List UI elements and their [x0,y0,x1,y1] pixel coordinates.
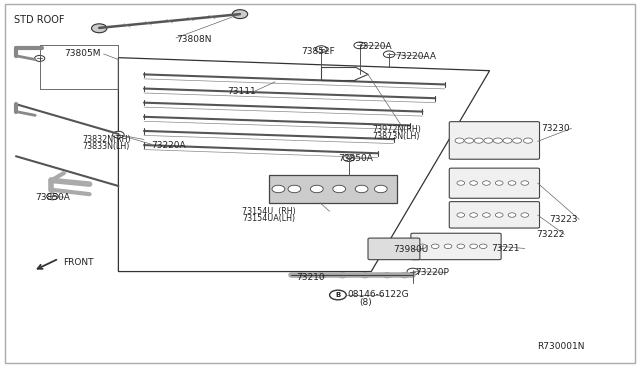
Text: 73833N(LH): 73833N(LH) [82,142,129,151]
Text: 73210: 73210 [296,273,325,282]
Circle shape [474,138,483,143]
Circle shape [338,273,347,278]
FancyBboxPatch shape [449,168,540,198]
Text: 73850A: 73850A [35,193,70,202]
Circle shape [513,138,522,143]
Circle shape [288,185,301,193]
Circle shape [493,138,502,143]
Text: 73972N(RH): 73972N(RH) [372,125,421,134]
Bar [269,175,397,203]
Circle shape [383,273,392,278]
Circle shape [508,213,516,217]
Text: 08146-6122G: 08146-6122G [348,291,409,299]
FancyBboxPatch shape [411,233,501,260]
Circle shape [355,185,368,193]
Circle shape [457,181,465,185]
Circle shape [92,24,107,33]
Text: 73221: 73221 [492,244,520,253]
Circle shape [354,42,365,49]
Circle shape [444,244,452,248]
Circle shape [484,138,493,143]
Text: 73220P: 73220P [415,268,449,277]
Circle shape [508,181,516,185]
Text: 73222: 73222 [536,230,564,239]
Text: 73220AA: 73220AA [395,52,436,61]
Circle shape [455,138,464,143]
Circle shape [470,244,477,248]
Text: 73873N(LH): 73873N(LH) [372,132,420,141]
Circle shape [310,185,323,193]
Text: 73220A: 73220A [357,42,392,51]
FancyBboxPatch shape [449,202,540,228]
Circle shape [333,185,346,193]
Circle shape [521,181,529,185]
Text: 73111: 73111 [227,87,256,96]
Text: 73230: 73230 [541,124,570,133]
Circle shape [479,244,487,248]
Circle shape [232,10,248,19]
Circle shape [383,51,395,58]
Circle shape [495,181,503,185]
Circle shape [400,273,409,278]
Circle shape [374,185,387,193]
Polygon shape [118,58,490,272]
Circle shape [343,155,355,161]
Circle shape [316,273,324,278]
Text: 73832N(RH): 73832N(RH) [82,135,131,144]
Circle shape [47,193,58,200]
Circle shape [483,213,490,217]
Text: R730001N: R730001N [538,342,585,351]
Text: 73852F: 73852F [301,47,335,56]
Text: B: B [335,292,340,298]
Circle shape [495,213,503,217]
Text: 73805M: 73805M [64,49,100,58]
Circle shape [296,273,305,278]
Text: STD ROOF: STD ROOF [14,16,65,25]
Circle shape [330,290,346,300]
FancyBboxPatch shape [449,122,540,159]
Circle shape [316,46,327,52]
Circle shape [524,138,532,143]
Circle shape [35,55,45,61]
Circle shape [407,268,419,275]
Circle shape [483,181,490,185]
Circle shape [503,138,512,143]
Circle shape [457,244,465,248]
Text: 73223: 73223 [549,215,578,224]
Text: 73980U: 73980U [393,246,428,254]
Text: 73808N: 73808N [176,35,211,44]
Text: (8): (8) [360,298,372,307]
Text: FRONT: FRONT [63,258,93,267]
Text: 73154UA(LH): 73154UA(LH) [242,214,295,223]
Circle shape [431,244,439,248]
Circle shape [272,185,285,193]
Circle shape [419,244,426,248]
Circle shape [457,213,465,217]
Circle shape [465,138,474,143]
Text: 73220A: 73220A [152,141,186,150]
Circle shape [113,131,124,138]
Circle shape [470,213,477,217]
Circle shape [470,181,477,185]
Circle shape [521,213,529,217]
Circle shape [360,273,369,278]
Text: 73850A: 73850A [338,154,372,163]
Text: 73154U  (RH): 73154U (RH) [242,207,296,216]
FancyBboxPatch shape [368,238,420,260]
